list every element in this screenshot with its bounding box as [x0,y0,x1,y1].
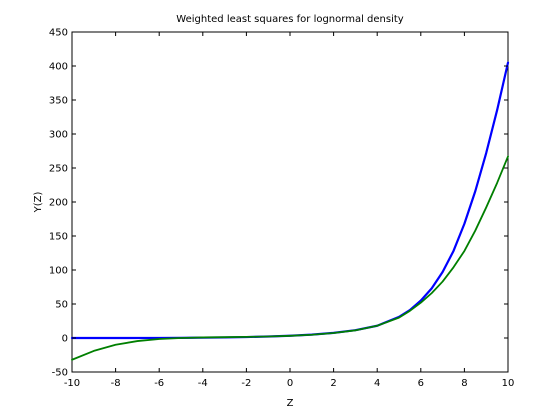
x-tick-label: 10 [502,378,515,389]
series-line-2 [71,155,509,361]
y-tick-label: 300 [49,130,68,141]
x-axis-label: Z [287,398,294,409]
x-tick-label: 4 [374,378,380,389]
y-ticks: -50 0 50 100 150 200 250 300 350 400 450 [49,28,508,379]
x-tick-label: 2 [330,378,336,389]
y-tick-label: 250 [49,164,68,175]
y-tick-label: 150 [49,232,68,243]
x-tick-label: -4 [198,378,208,389]
x-tick-label: -2 [241,378,251,389]
y-tick-label: 200 [49,198,68,209]
y-tick-label: 0 [62,334,68,345]
chart-title: Weighted least squares for lognormal den… [176,14,403,25]
x-tick-label: -8 [111,378,121,389]
x-tick-label: 0 [287,378,293,389]
y-tick-label: 100 [49,266,68,277]
plot-area [71,31,509,373]
y-tick-label: 350 [49,96,68,107]
y-axis-label: Y(Z) [33,192,44,214]
y-tick-label: 400 [49,62,68,73]
x-tick-label: 6 [418,378,424,389]
y-tick-label: 450 [49,28,68,39]
series-layer [70,61,510,361]
y-tick-label: 50 [55,300,68,311]
x-tick-label: 8 [461,378,467,389]
x-tick-label: -10 [64,378,80,389]
y-tick-label: -50 [52,368,68,379]
x-tick-label: -6 [154,378,164,389]
x-ticks: -10 -8 -6 -4 -2 0 2 4 6 8 10 [64,32,515,389]
